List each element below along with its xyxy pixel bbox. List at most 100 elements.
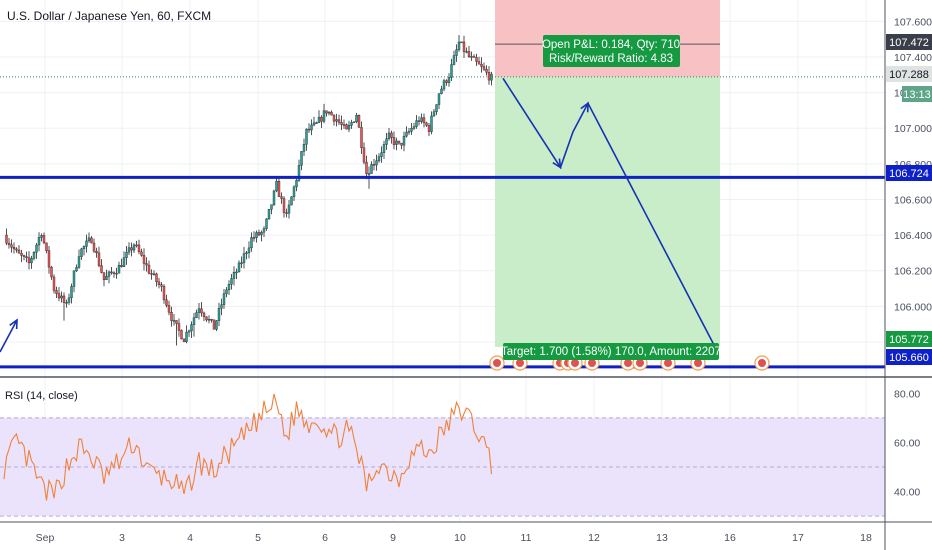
candle-body	[240, 262, 243, 265]
candle-body	[202, 312, 206, 318]
forecast-arrowhead	[552, 158, 562, 169]
candle-body	[472, 56, 476, 58]
rsi-title: RSI (14, close)	[5, 390, 78, 402]
candle-body	[57, 293, 61, 299]
candle-body	[480, 63, 483, 67]
candle-body	[247, 247, 251, 253]
event-flag	[758, 359, 766, 367]
candle-body	[145, 263, 148, 266]
time-tick-label: 4	[187, 532, 193, 544]
candle-body	[400, 142, 403, 146]
candle-body	[292, 186, 296, 198]
candle-body	[195, 312, 198, 318]
candle-body	[452, 55, 456, 65]
candle-body	[327, 111, 331, 114]
event-flag	[588, 359, 596, 367]
candle-body	[130, 247, 133, 251]
candle-body	[140, 251, 143, 256]
event-flag	[636, 359, 644, 367]
candle-body	[135, 244, 138, 247]
candle-body	[227, 284, 231, 291]
candle-body	[287, 204, 291, 214]
time-tick-label: 13	[656, 532, 668, 544]
event-flag	[516, 359, 524, 367]
candle-body	[330, 111, 333, 116]
candle-body	[335, 119, 338, 122]
candle-body	[350, 122, 353, 126]
price-badge-target: 105.772	[886, 331, 932, 347]
candle-body	[445, 80, 448, 83]
target-price-badge-box	[886, 331, 932, 347]
candle-body	[242, 253, 246, 264]
candle-body	[87, 237, 91, 242]
candle-body	[397, 140, 401, 144]
target-zone	[495, 76, 720, 347]
candle-body	[262, 228, 266, 233]
candle-body	[372, 164, 376, 166]
candle-body	[17, 249, 21, 254]
position-zones	[0, 0, 885, 347]
candle-body	[427, 125, 431, 132]
candle-body	[217, 308, 221, 321]
candle-body	[257, 232, 261, 236]
time-tick-label: 3	[119, 532, 125, 544]
candle-body	[355, 115, 358, 123]
candle-body	[175, 320, 178, 324]
candle-body	[457, 41, 461, 50]
pnl-price-value: 107.472	[889, 37, 929, 49]
candle-body	[47, 250, 51, 268]
candle-body	[272, 190, 276, 205]
candle-body	[307, 128, 311, 131]
candle-body	[192, 317, 196, 325]
candle-body	[75, 267, 78, 272]
price-tick-label: 106.600	[894, 194, 932, 206]
candle-body	[362, 147, 366, 163]
candle-body	[225, 289, 228, 294]
rsi-tick-label: 60.00	[894, 437, 920, 449]
candle-body	[180, 330, 183, 340]
candle-body	[485, 69, 488, 73]
candle-body	[147, 264, 151, 274]
candle-body	[152, 273, 156, 276]
candle-body	[10, 244, 13, 248]
candle-body	[267, 209, 271, 220]
candle-body	[5, 234, 8, 244]
position-target-badge[interactable]: Target: 1.700 (1.58%) 170.0, Amount: 220…	[501, 343, 721, 360]
candle-body	[250, 237, 253, 249]
candle-body	[80, 248, 83, 257]
candle-body	[252, 237, 256, 239]
candle-body	[462, 41, 466, 52]
current-price-badge-box	[886, 66, 932, 82]
candle-body	[105, 276, 108, 280]
price-badge-level-upper: 106.724	[886, 165, 932, 181]
candle-body	[190, 324, 193, 332]
time-tick-label: Sep	[36, 532, 55, 544]
time-tick-label: 12	[588, 532, 600, 544]
candle-body	[50, 266, 53, 278]
open-pnl-label: Open P&L: 0.184, Qty: 710	[542, 39, 680, 51]
candle-body	[417, 120, 421, 122]
candle-body	[280, 196, 283, 199]
candle-body	[467, 51, 471, 57]
time-tick-label: 16	[724, 532, 736, 544]
position-pnl-badge[interactable]: Open P&L: 0.184, Qty: 710 Risk/Reward Ra…	[542, 35, 680, 67]
candle-body	[172, 320, 176, 322]
candle-body	[402, 135, 406, 146]
candle-body	[120, 265, 123, 267]
target-price-value: 105.772	[889, 334, 929, 346]
candle-body	[275, 181, 278, 192]
candle-body	[7, 242, 11, 245]
price-tick-label: 106.400	[894, 230, 932, 242]
candle-body	[340, 122, 343, 125]
time-tick-label: 17	[792, 532, 804, 544]
candle-body	[220, 304, 223, 309]
candle-body	[157, 281, 161, 285]
candle-body	[407, 131, 411, 133]
candle-body	[490, 73, 493, 81]
candle-body	[277, 181, 281, 197]
candle-body	[167, 305, 171, 313]
candle-body	[310, 124, 313, 131]
countdown-value: 13:13	[903, 89, 931, 101]
candle-body	[442, 80, 446, 90]
